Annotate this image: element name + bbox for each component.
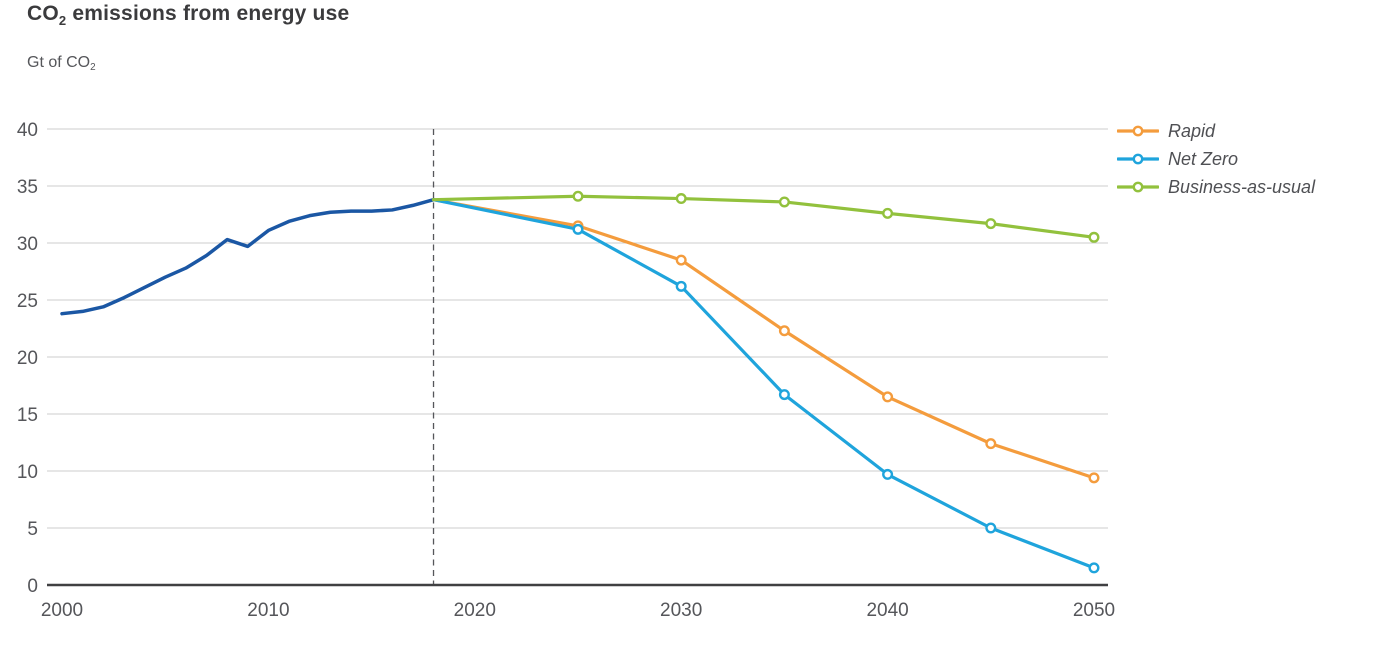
y-tick-label: 15 [17, 405, 38, 426]
business-as-usual-marker [985, 218, 997, 230]
legend-item-net-zero: Net Zero [1117, 145, 1315, 173]
chart-title-text: CO [27, 2, 59, 25]
rapid-marker [675, 254, 687, 266]
net-zero-marker [882, 468, 894, 480]
chart-title: CO2 emissions from energy use [27, 2, 350, 28]
y-axis-unit-label: Gt of CO2 [27, 54, 96, 74]
net-zero-marker [1088, 562, 1100, 574]
y-tick-label: 0 [27, 576, 38, 597]
net-zero-line-marker-icon [1117, 153, 1159, 165]
legend-label-net-zero: Net Zero [1168, 148, 1239, 169]
y-tick-label: 25 [17, 291, 38, 312]
rapid-line [431, 198, 1096, 480]
legend-item-business-as-usual: Business-as-usual [1117, 173, 1315, 201]
net-zero-marker [572, 223, 584, 235]
x-tick-label: 2000 [41, 600, 83, 621]
rapid-marker [882, 391, 894, 403]
chart-title-subscript: 2 [58, 12, 67, 28]
net-zero-marker [675, 280, 687, 292]
rapid-marker [778, 325, 790, 337]
y-tick-label: 20 [17, 348, 38, 369]
business-as-usual-marker [572, 190, 584, 202]
y-tick-label: 10 [17, 462, 38, 483]
y-axis-unit-text: Gt of CO [27, 54, 91, 71]
y-tick-label: 35 [17, 177, 38, 198]
x-tick-label: 2020 [454, 600, 496, 621]
x-tick-label: 2040 [866, 600, 908, 621]
x-tick-label: 2030 [660, 600, 702, 621]
net-zero-line [431, 198, 1096, 570]
legend-label-business-as-usual: Business-as-usual [1168, 176, 1316, 197]
legend-label-rapid: Rapid [1168, 120, 1216, 141]
chart-title-text: emissions from energy use [66, 2, 350, 25]
chart-legend: Rapid Net Zero Business-as-usual [1117, 117, 1315, 201]
business-as-usual-marker [778, 196, 790, 208]
history-line [60, 197, 436, 316]
x-tick-label: 2050 [1073, 600, 1115, 621]
net-zero-marker [985, 522, 997, 534]
legend-item-rapid: Rapid [1117, 117, 1315, 145]
business-as-usual-marker [675, 193, 687, 205]
y-axis-unit-subscript: 2 [90, 62, 96, 74]
rapid-line-marker-icon [1117, 125, 1159, 137]
business-as-usual-marker [882, 207, 894, 219]
business-as-usual-marker [1088, 231, 1100, 243]
y-tick-label: 5 [27, 519, 38, 540]
rapid-marker [985, 438, 997, 450]
rapid-marker [1088, 472, 1100, 484]
net-zero-marker [778, 389, 790, 401]
y-tick-label: 40 [17, 120, 38, 141]
y-tick-label: 30 [17, 234, 38, 255]
x-tick-label: 2010 [247, 600, 289, 621]
business-as-usual-line-marker-icon [1117, 181, 1159, 193]
